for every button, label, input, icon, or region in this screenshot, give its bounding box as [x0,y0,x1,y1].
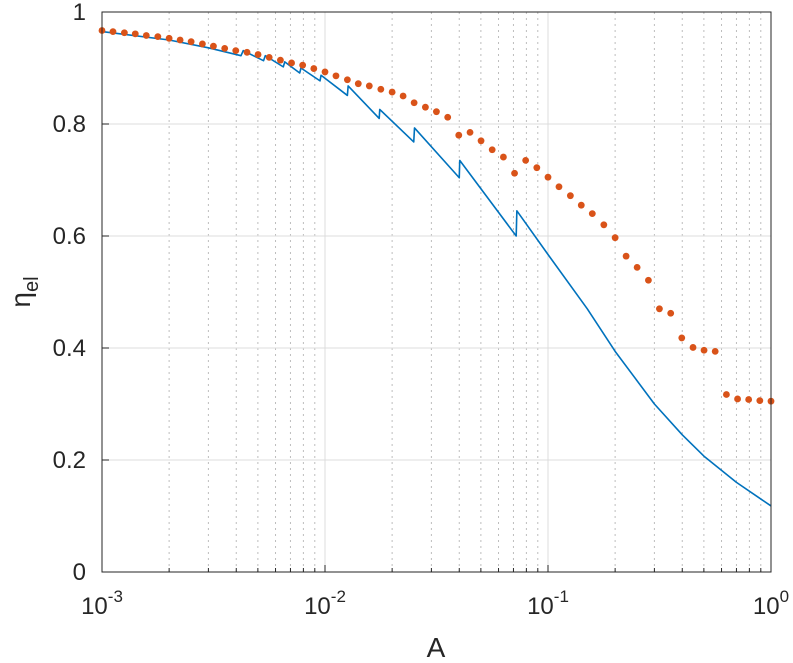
data-point [299,61,307,69]
x-tick-base: 10 [527,593,554,620]
x-tick-label: 10-2 [304,587,346,620]
data-point [265,53,273,61]
data-point [522,157,530,164]
data-point [187,38,195,46]
data-point [232,47,240,55]
x-tick-exponent: -3 [108,587,123,606]
data-point [388,88,396,96]
data-point [332,72,340,80]
data-point [678,334,686,342]
data-point [422,103,429,111]
x-tick-label: 10-1 [527,587,569,620]
y-tick-label: 0 [73,559,86,586]
data-point [210,42,217,50]
data-point [533,164,541,172]
data-point [343,76,351,84]
data-point [131,30,139,38]
data-point [321,68,329,76]
data-point [444,113,452,121]
data-point [723,391,730,398]
y-tick-label: 0.4 [53,335,86,362]
data-point [577,201,585,209]
data-point [500,153,507,161]
data-point [689,344,697,351]
data-point [277,56,284,64]
data-point [176,36,184,44]
data-point [600,221,608,229]
data-point [656,305,663,313]
y-tick-label: 0.6 [53,223,86,250]
x-tick-base: 10 [753,593,780,620]
x-tick-exponent: -2 [331,587,346,606]
data-point [354,80,362,88]
y-tick-label: 0.2 [53,447,86,474]
data-point [410,99,418,107]
data-point [310,65,318,72]
data-point [288,59,295,67]
data-point [365,82,373,90]
x-tick-base: 10 [304,593,331,620]
series-line-0 [101,30,772,507]
data-point [511,169,518,177]
ticks [101,11,772,573]
x-tick-labels: 10-3 10-2 10-1 100 [81,587,789,620]
x-axis-label: A [427,632,446,663]
data-point [488,146,496,154]
data-point [199,40,206,48]
y-tick-labels: 0 0.2 0.4 0.6 0.8 1 [53,0,86,586]
x-tick-label: 100 [753,587,789,620]
data-point [555,183,563,191]
data-point [477,137,485,145]
data-point [455,131,463,139]
data-point [120,29,128,37]
data-point [745,396,753,403]
data-point [622,252,630,260]
data-point [399,92,407,100]
y-tick-label: 1 [73,0,86,26]
x-tick-exponent: 0 [780,587,789,606]
x-tick-label: 10-3 [81,587,123,620]
data-point [243,48,251,56]
x-tick-base: 10 [81,593,108,620]
data-point [645,276,652,284]
data-point [377,85,385,93]
data-point [633,263,641,271]
data-point [544,173,552,181]
y-tick-label: 0.8 [53,111,86,138]
series-layer [98,27,775,507]
data-point [466,129,474,136]
data-point [165,34,173,42]
data-point [588,210,596,218]
data-point [667,309,675,317]
data-point [109,28,117,35]
data-point [700,346,708,354]
data-point [142,32,150,39]
data-point [711,347,719,355]
data-point [756,397,764,405]
data-point [254,51,262,58]
data-point [154,33,162,41]
data-point [611,234,619,242]
data-point [221,45,229,52]
axes-box [101,11,772,573]
y-axis-label: ηel [5,276,43,307]
plot-area [102,12,771,572]
y-axis-label-main: η [5,292,36,308]
y-axis-label-subscript: el [21,276,43,292]
x-tick-exponent: -1 [554,587,569,606]
data-point [433,108,440,116]
data-point [566,192,574,200]
data-point [734,395,741,403]
